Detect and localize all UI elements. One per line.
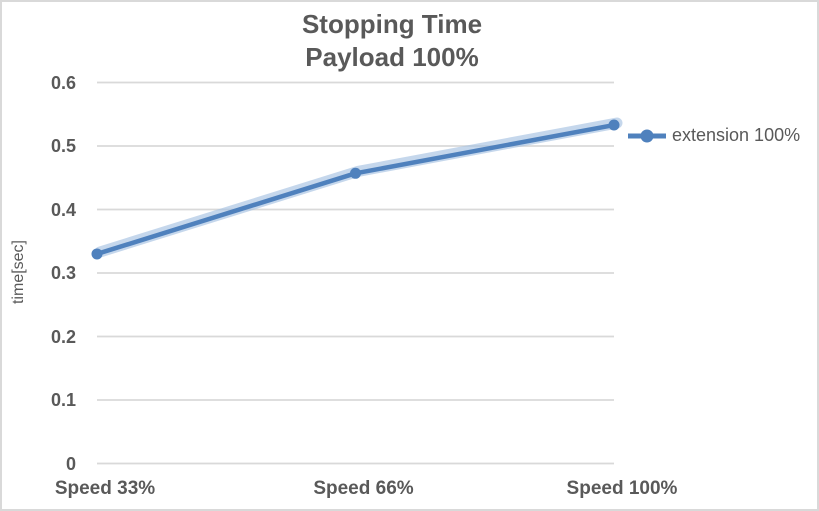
chart-title-line2: Payload 100% (305, 42, 479, 72)
data-point-marker (608, 119, 620, 131)
data-point-marker (350, 167, 361, 179)
y-tick-label: 0 (65, 453, 76, 474)
x-category-label: Speed 33% (54, 478, 156, 499)
y-tick-label: 0.1 (50, 390, 76, 410)
y-tick-label: 0.3 (50, 263, 76, 283)
legend: extension 100% (627, 125, 800, 146)
series-line (94, 122, 617, 257)
x-category-label: Speed 66% (313, 478, 414, 499)
data-point-marker (91, 248, 103, 260)
y-tick-label: 0.4 (50, 199, 76, 220)
chart-title-line1: Stopping Time (301, 9, 483, 39)
x-category-label: Speed 100% (566, 478, 678, 499)
y-tick-label: 0.6 (50, 72, 76, 93)
y-tick-label: 0.2 (50, 326, 76, 347)
series-glow (94, 117, 623, 258)
legend-label: extension 100% (672, 125, 801, 145)
chart-title: Stopping Time Payload 100% (2, 8, 782, 74)
legend-line-marker-icon (628, 129, 666, 142)
y-tick-label: 0.5 (50, 136, 76, 156)
